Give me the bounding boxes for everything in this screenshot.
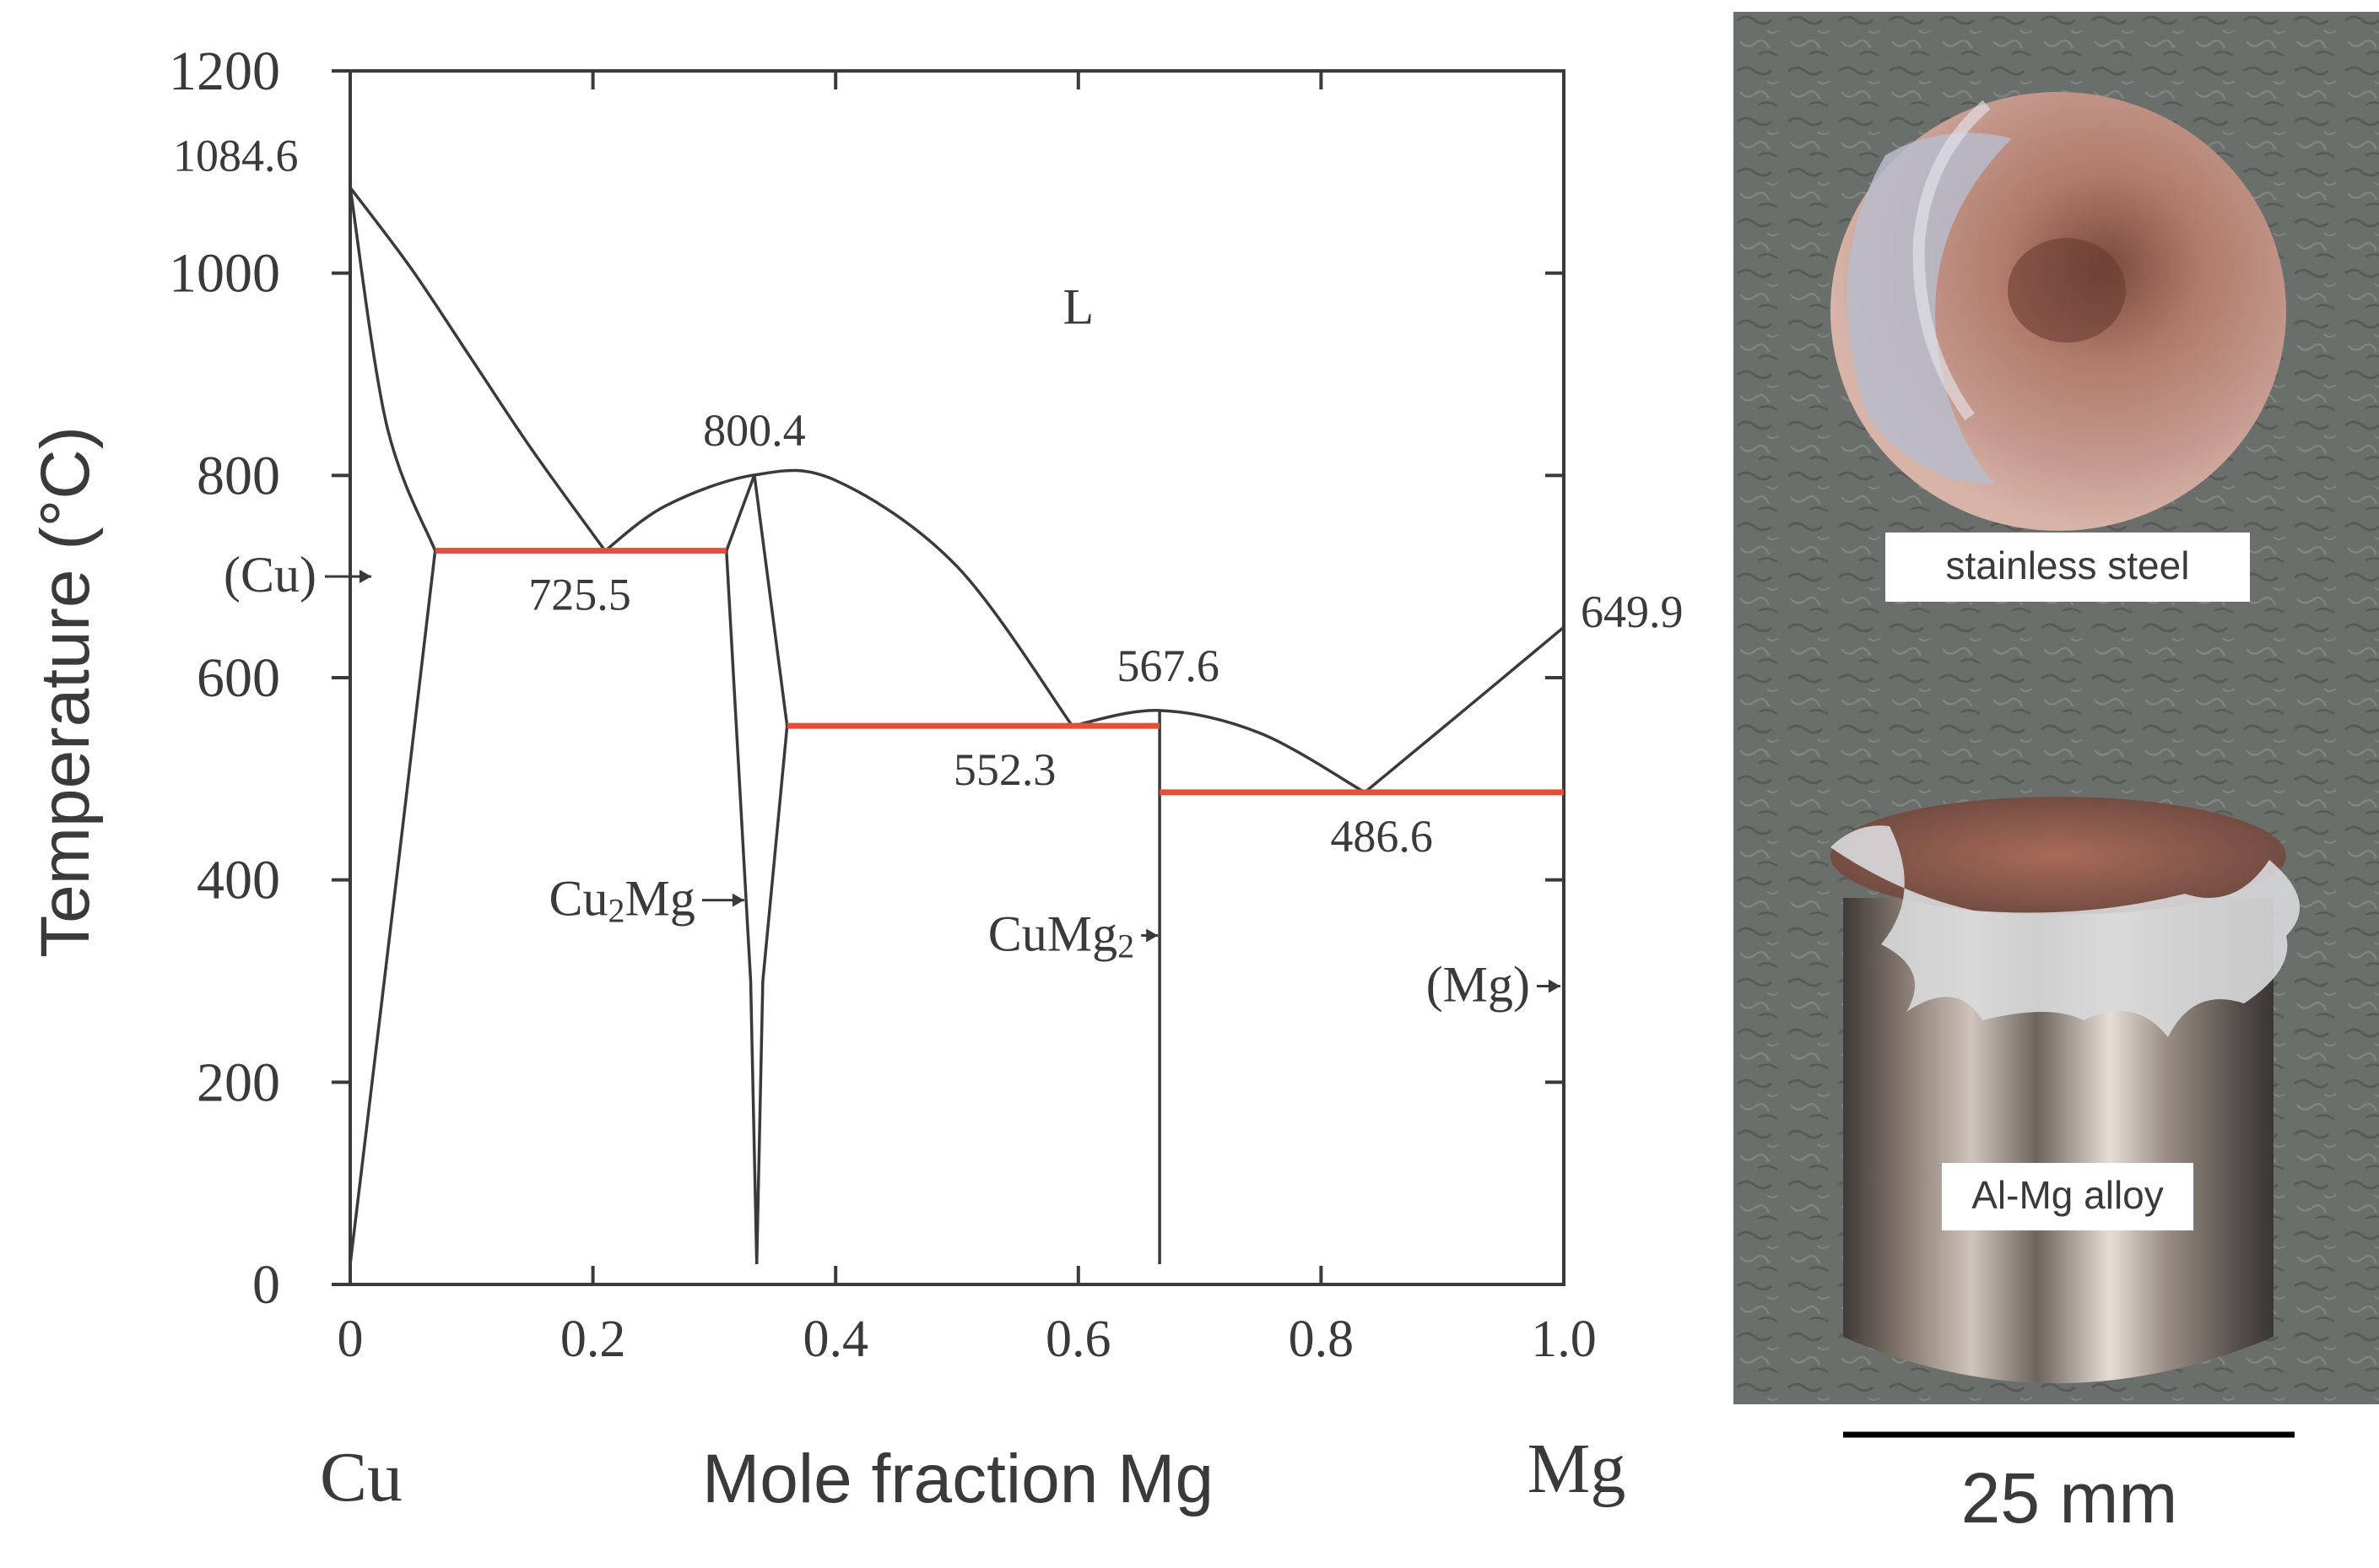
special-point-label: 649.9 (1581, 587, 1684, 637)
plot-border (349, 69, 1565, 1286)
phase-label-suffix: Mg (624, 871, 695, 927)
special-point-label: 486.6 (1330, 811, 1433, 862)
axis-ticks (332, 69, 1565, 1286)
liquidus-curve (349, 187, 607, 552)
phase-label: L (1062, 279, 1094, 335)
phase-label-arrowhead (732, 893, 744, 907)
phase-boundaries (349, 187, 1565, 1265)
x-tick-label: 0.4 (803, 1311, 868, 1368)
left-end-label: Cu (320, 1438, 403, 1517)
x-tick-label: 0.2 (560, 1311, 626, 1368)
liquidus-curve (603, 468, 1074, 727)
y-tick-label: 0 (252, 1254, 280, 1316)
phase-label: CuMg2 (988, 906, 1134, 965)
x-tick-label: 0.8 (1289, 1311, 1354, 1368)
y-tick-label: 800 (197, 445, 280, 506)
special-point-label: 725.5 (528, 570, 631, 620)
y-tick-label: 600 (197, 647, 280, 709)
x-axis-title: Mole fraction Mg (702, 1441, 1214, 1517)
bottom-caption: Al-Mg alloy (1971, 1173, 2164, 1217)
phase-diagram-chart: 0 0.2 0.4 0.6 0.8 1.0 0 200 400 600 800 1000 1200 108… (27, 41, 1684, 1517)
al-mg-alloy-sample (1830, 797, 2300, 1383)
liquidus-curve (1072, 709, 1366, 794)
y-tick-label: 1000 (169, 243, 280, 305)
chart-labels: 0 0.2 0.4 0.6 0.8 1.0 0 200 400 600 800 1000 1200 108… (27, 41, 1684, 1517)
special-point-label: 1084.6 (173, 130, 299, 181)
phase-label: Cu2Mg (549, 871, 695, 930)
isotherm-lines (435, 548, 1564, 796)
top-caption-box (1885, 533, 2250, 602)
special-point-label: 800.4 (703, 405, 806, 456)
special-point-label: 567.6 (1117, 641, 1219, 691)
sample-photo: stainless steel Al-Mg alloy 25 mm (1733, 12, 2379, 1558)
phase-label-arrowhead (360, 570, 371, 584)
x-tick-label: 1.0 (1531, 1311, 1597, 1368)
liquidus-curve (1364, 625, 1565, 794)
bottom-caption-box (1942, 1163, 2193, 1230)
phase-label-subscript: 2 (1117, 927, 1134, 965)
scale-label: 25 mm (1961, 1458, 2178, 1538)
phase-label-arrowhead (1146, 928, 1159, 943)
top-caption: stainless steel (1946, 543, 2190, 587)
sample-photo-svg: stainless steel Al-Mg alloy 25 mm (1733, 12, 2379, 1558)
y-axis-title: Temperature (°C) (27, 426, 104, 958)
phase-label-subscript: 2 (608, 892, 624, 930)
x-tick-label: 0.6 (1046, 1311, 1111, 1368)
right-end-label: Mg (1527, 1430, 1626, 1508)
phase-label-arrowhead (1549, 979, 1560, 993)
cu2mg-phase-boundary (725, 474, 789, 1265)
y-tick-label: 400 (197, 850, 280, 911)
y-tick-label: 1200 (169, 41, 280, 102)
phase-label: (Mg) (1426, 956, 1530, 1012)
plot-frame (349, 69, 1565, 1286)
phase-label: (Cu) (224, 547, 316, 603)
x-tick-label: 0 (338, 1311, 364, 1368)
special-point-label: 552.3 (954, 744, 1057, 795)
y-tick-label: 200 (197, 1052, 280, 1113)
cu-solidus-curve (349, 187, 437, 1265)
phase-diagram-panel: 0 0.2 0.4 0.6 0.8 1.0 0 200 400 600 800 1000 1200 108… (27, 41, 1684, 1517)
